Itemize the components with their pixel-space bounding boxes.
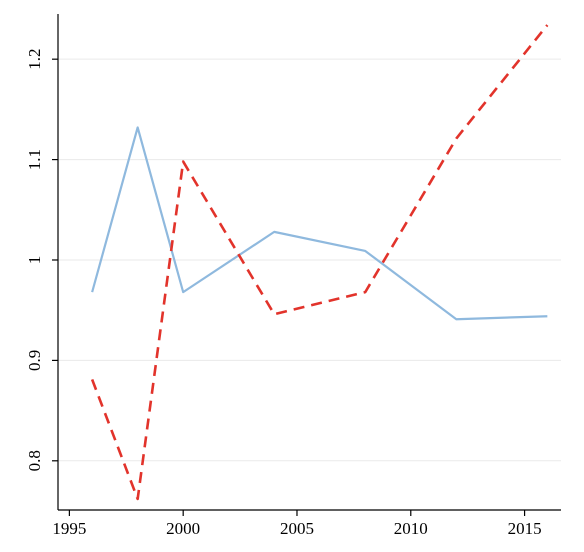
series-line-2 (90, 24, 549, 501)
y-axis-ticks: 0.8 0.9 1 1.1 1.2 (25, 49, 58, 471)
x-tick-label: 2010 (394, 519, 428, 538)
grid-lines (58, 58, 561, 462)
y-tick-label: 1.2 (25, 49, 44, 70)
x-axis-ticks: 1995 2000 2005 2010 2015 (52, 510, 542, 538)
x-tick-label: 2000 (166, 519, 200, 538)
series-lines (90, 24, 549, 501)
y-tick-label: 1.1 (25, 149, 44, 170)
x-tick-label: 2015 (508, 519, 542, 538)
series-line-1 (91, 126, 548, 321)
x-tick-label: 1995 (52, 519, 86, 538)
x-tick-label: 2005 (280, 519, 314, 538)
y-tick-label: 0.9 (25, 350, 44, 371)
y-tick-label: 1 (25, 256, 44, 265)
y-tick-label: 0.8 (25, 450, 44, 471)
